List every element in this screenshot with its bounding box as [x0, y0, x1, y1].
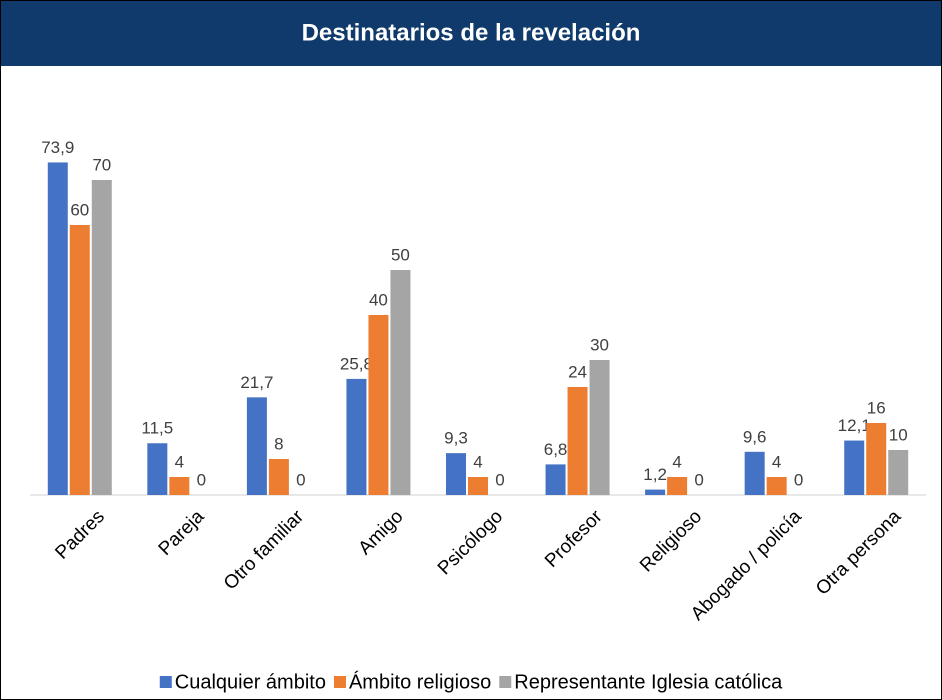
bar — [744, 451, 765, 495]
data-label: 60 — [70, 200, 89, 219]
data-label: 0 — [197, 470, 206, 489]
legend-swatch — [159, 676, 172, 688]
bar — [446, 453, 466, 495]
data-label: 0 — [694, 470, 703, 489]
data-label: 0 — [794, 470, 803, 489]
data-label: 30 — [590, 335, 609, 354]
data-label: 50 — [391, 245, 410, 264]
legend-swatch — [499, 676, 512, 688]
data-label: 40 — [369, 290, 388, 309]
data-label: 16 — [867, 398, 886, 417]
bar — [567, 387, 588, 495]
bar — [47, 162, 68, 495]
data-label: 4 — [473, 452, 482, 471]
bar — [246, 397, 267, 495]
bar — [866, 423, 887, 495]
data-label: 4 — [175, 452, 184, 471]
bar — [645, 489, 666, 495]
legend-label: Representante Iglesia católica — [514, 671, 783, 693]
bar — [268, 459, 289, 495]
legend-label: Cualquier ámbito — [175, 671, 326, 693]
bar — [390, 270, 411, 495]
data-label: 70 — [92, 155, 111, 174]
data-label: 24 — [568, 362, 587, 381]
bar — [844, 440, 865, 495]
title-banner — [1, 1, 941, 66]
data-label: 9,6 — [743, 427, 767, 446]
data-label: 6,8 — [544, 440, 568, 459]
bar — [69, 225, 90, 495]
legend-label: Ámbito religioso — [349, 670, 491, 693]
data-label: 25,8 — [340, 354, 373, 373]
data-label: 73,9 — [41, 138, 74, 157]
data-label: 9,3 — [444, 429, 468, 448]
data-label: 11,5 — [141, 419, 173, 438]
chart-title: Destinatarios de la revelación — [302, 19, 641, 46]
data-label: 4 — [672, 452, 681, 471]
bar — [147, 443, 168, 495]
bar — [169, 477, 190, 495]
data-label: 0 — [296, 470, 305, 489]
bar — [766, 477, 787, 495]
data-label: 8 — [274, 434, 283, 453]
bar — [545, 464, 566, 495]
bar — [91, 180, 112, 495]
data-label: 10 — [889, 425, 908, 444]
data-label: 21,7 — [240, 373, 273, 392]
data-label: 12,1 — [838, 416, 871, 435]
data-label: 1,2 — [643, 465, 667, 484]
bar — [468, 477, 488, 495]
bar — [346, 378, 367, 495]
bar — [589, 360, 610, 495]
bar — [888, 450, 909, 495]
data-label: 4 — [772, 452, 781, 471]
legend-swatch — [333, 676, 346, 688]
bar — [368, 315, 389, 495]
data-label: 0 — [495, 470, 504, 489]
bar — [667, 477, 688, 495]
